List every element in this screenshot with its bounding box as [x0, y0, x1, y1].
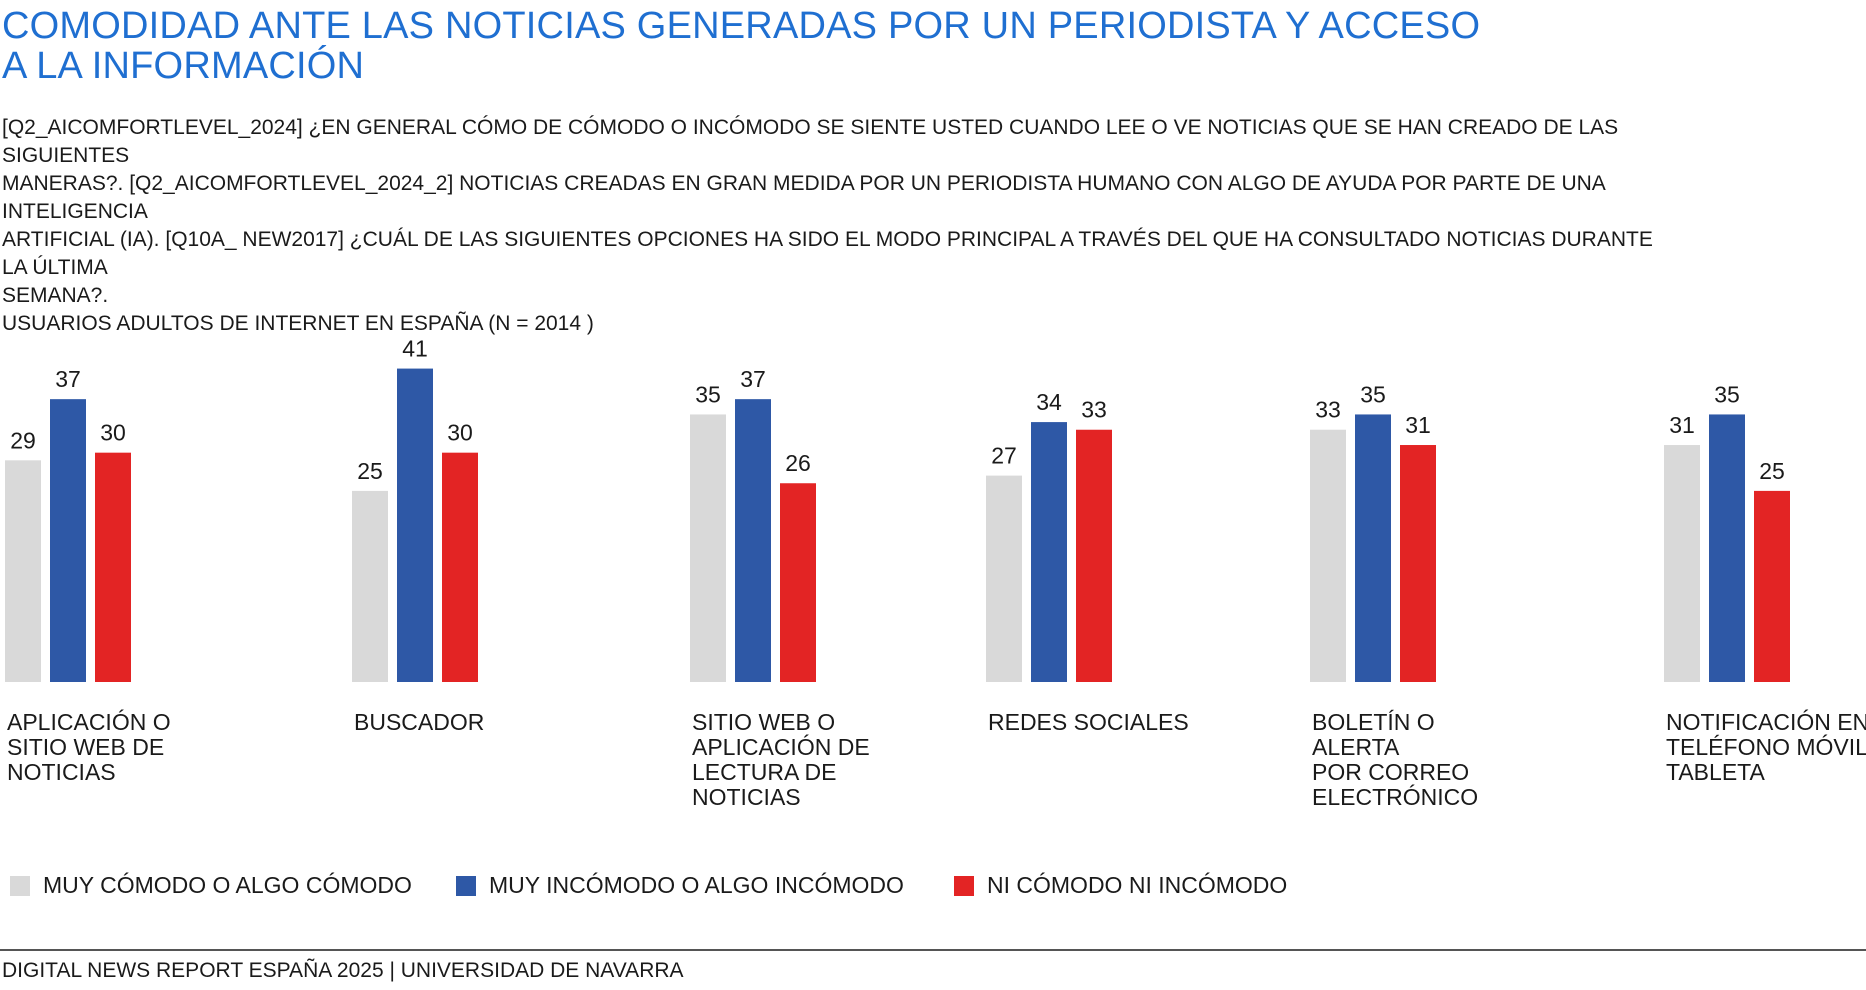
subtitle-line: MANERAS?. [Q2_AICOMFORTLEVEL_2024_2] NOT…: [2, 172, 1605, 223]
data-label: 35: [695, 381, 721, 407]
footer-divider: [0, 949, 1866, 951]
bar: [735, 399, 771, 682]
data-label: 35: [1714, 381, 1740, 407]
bar: [1031, 422, 1067, 682]
category-label-line: ELECTRÓNICO: [1312, 784, 1479, 810]
legend-label: MUY INCÓMODO O ALGO INCÓMODO: [489, 872, 904, 898]
data-label: 37: [55, 366, 81, 392]
legend-swatch: [456, 876, 476, 896]
data-label: 25: [1759, 458, 1785, 484]
bar: [442, 452, 478, 682]
category-label-line: POR CORREO: [1312, 759, 1470, 785]
category-label-line: BOLETÍN O ALERTA: [1312, 709, 1435, 760]
bar: [1754, 490, 1790, 682]
category-label: BUSCADOR: [354, 710, 564, 735]
category-label-line: APLICACIÓN DE: [692, 734, 870, 760]
data-label: 25: [357, 458, 383, 484]
category-label: REDES SOCIALES: [988, 710, 1198, 735]
legend-swatch: [10, 876, 30, 896]
subtitle-line: USUARIOS ADULTOS DE INTERNET EN ESPAÑA (…: [2, 312, 594, 335]
bar-chart: 29 37 30 25 41 30 35 37 26 27 34 33 33 35 31 31 35 25 APL…: [0, 320, 1866, 840]
category-label-line: TABLETA: [1666, 759, 1765, 785]
bar-chart-svg: 29 37 30 25 41 30 35 37 26 27 34 33 33 35 31 31 35 25: [5, 336, 1790, 682]
data-label: 37: [740, 366, 766, 392]
bar: [95, 452, 131, 682]
category-label: APLICACIÓN O SITIO WEB DE NOTICIAS: [7, 710, 217, 785]
category-label-line: SITIO WEB O: [692, 709, 836, 735]
category-label-line: NOTICIAS: [692, 784, 801, 810]
bar: [1310, 429, 1346, 682]
legend-label: MUY CÓMODO O ALGO CÓMODO: [43, 872, 412, 898]
category-label-line: LECTURA DE: [692, 759, 837, 785]
bar: [1355, 414, 1391, 682]
chart-subtitle: [Q2_AICOMFORTLEVEL_2024] ¿EN GENERAL CÓM…: [2, 114, 1662, 338]
legend-swatch: [954, 876, 974, 896]
data-label: 29: [10, 427, 36, 453]
bar: [397, 368, 433, 682]
data-label: 31: [1669, 412, 1695, 438]
bar: [1076, 429, 1112, 682]
category-label-line: TELÉFONO MÓVIL/: [1666, 734, 1866, 760]
category-label-line: SITIO WEB DE: [7, 734, 165, 760]
bar: [1664, 445, 1700, 682]
category-label-line: NOTIFICACIÓN EN: [1666, 709, 1866, 735]
category-label: BOLETÍN O ALERTA POR CORREO ELECTRÓNICO: [1312, 710, 1522, 810]
legend-label: NI CÓMODO NI INCÓMODO: [987, 872, 1288, 898]
bar: [780, 483, 816, 682]
data-label: 26: [785, 450, 811, 476]
data-label: 33: [1081, 397, 1107, 423]
bar: [690, 414, 726, 682]
subtitle-line: SEMANA?.: [2, 284, 109, 307]
data-label: 30: [447, 420, 473, 446]
bar: [1400, 445, 1436, 682]
category-label: NOTIFICACIÓN EN TELÉFONO MÓVIL/TABLETA: [1666, 710, 1866, 785]
bar: [50, 399, 86, 682]
data-label: 41: [402, 336, 428, 362]
data-label: 33: [1315, 397, 1341, 423]
subtitle-line: ARTIFICIAL (IA). [Q10A_ NEW2017] ¿CUÁL D…: [2, 228, 1653, 279]
category-label: SITIO WEB O APLICACIÓN DE LECTURA DE NOTICI…: [692, 710, 902, 810]
data-label: 31: [1405, 412, 1431, 438]
data-label: 35: [1360, 381, 1386, 407]
bar: [986, 475, 1022, 682]
bar: [1709, 414, 1745, 682]
chart-title: COMODIDAD ANTE LAS NOTICIAS GENERADAS PO…: [2, 5, 1481, 87]
data-label: 30: [100, 420, 126, 446]
category-label-line: BUSCADOR: [354, 709, 485, 735]
data-label: 34: [1036, 389, 1062, 415]
footer-source: DIGITAL NEWS REPORT ESPAÑA 2025 | UNIVER…: [2, 959, 684, 982]
category-label-line: APLICACIÓN O: [7, 709, 171, 735]
category-label-line: NOTICIAS: [7, 759, 116, 785]
data-label: 27: [991, 443, 1017, 469]
category-label-line: REDES SOCIALES: [988, 709, 1189, 735]
subtitle-line: [Q2_AICOMFORTLEVEL_2024] ¿EN GENERAL CÓM…: [2, 116, 1619, 167]
bar: [5, 460, 41, 682]
bar: [352, 490, 388, 682]
